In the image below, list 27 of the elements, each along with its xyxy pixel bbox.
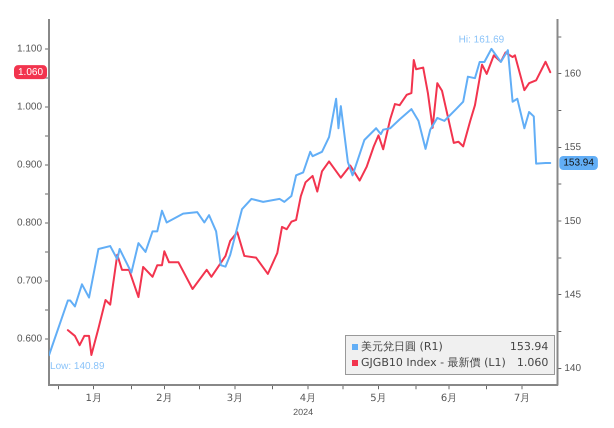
legend-label: GJGB10 Index - 最新價 (L1) bbox=[361, 355, 506, 372]
x-tick-label: 5月 bbox=[370, 392, 387, 404]
annotation: Hi: 161.69 bbox=[458, 34, 505, 46]
x-tick-label: 1月 bbox=[86, 392, 102, 404]
x-tick-label: 2月 bbox=[156, 392, 173, 404]
x-tick-label: 4月 bbox=[300, 392, 316, 404]
y-tick-label: 0.900 bbox=[16, 160, 42, 171]
x-tick-label: 7月 bbox=[514, 392, 530, 404]
y-tick-label: 0.700 bbox=[16, 276, 42, 287]
y-tick-label: 1.100 bbox=[16, 44, 42, 55]
annotation: Low: 140.89 bbox=[50, 360, 105, 372]
x-tick-label: 6月 bbox=[440, 392, 458, 404]
text: 1.060 bbox=[18, 66, 44, 78]
legend-label: 美元兌日圓 (R1) bbox=[361, 339, 443, 356]
y2-tick-label: 140 bbox=[564, 363, 582, 374]
x-tick-label: 3月 bbox=[226, 392, 244, 404]
y2-tick-label: 160 bbox=[564, 68, 582, 80]
y2-tick-label: 155 bbox=[564, 142, 582, 154]
annotation: 153.94 bbox=[508, 339, 548, 356]
annotation: 1.060 bbox=[516, 355, 548, 372]
y2-tick-label: 150 bbox=[564, 216, 582, 227]
y-tick-label: 0.800 bbox=[16, 218, 42, 229]
y-tick-label: 0.600 bbox=[16, 334, 42, 345]
x-axis-title: 2024 bbox=[293, 407, 314, 418]
y2-tick-label: 145 bbox=[564, 289, 582, 300]
y-tick-label: 1.000 bbox=[16, 102, 42, 113]
text: 153.94 bbox=[563, 158, 594, 169]
